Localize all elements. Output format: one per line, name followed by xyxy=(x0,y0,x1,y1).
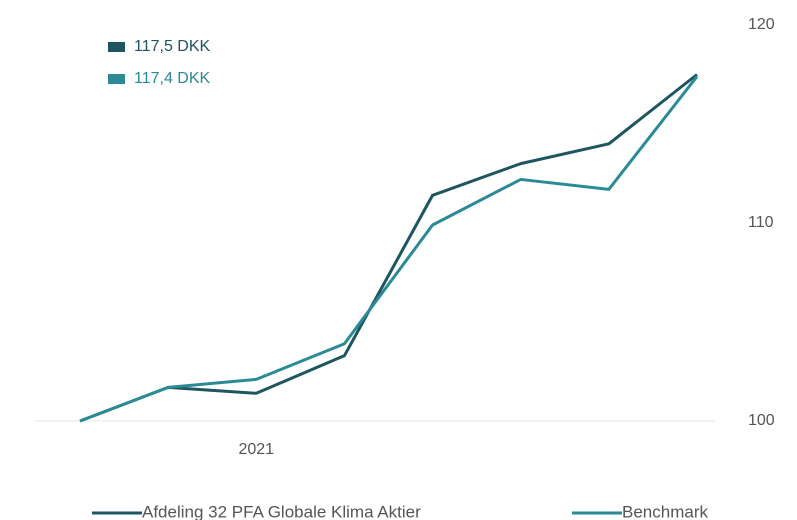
series-line xyxy=(79,75,699,423)
legend-label: Benchmark xyxy=(622,502,708,520)
legend-swatch xyxy=(108,74,125,84)
legend-swatch xyxy=(108,42,125,52)
legend-value: 117,4 DKK xyxy=(134,70,211,87)
y-tick-label: 110 xyxy=(748,214,774,231)
y-tick-label: 120 xyxy=(748,16,775,33)
y-tick-label: 100 xyxy=(748,412,775,429)
series-line xyxy=(79,73,698,423)
x-tick-label: 2021 xyxy=(238,441,274,458)
legend-value: 117,5 DKK xyxy=(134,38,211,55)
legend-label: Afdeling 32 PFA Globale Klima Aktier xyxy=(142,502,421,520)
